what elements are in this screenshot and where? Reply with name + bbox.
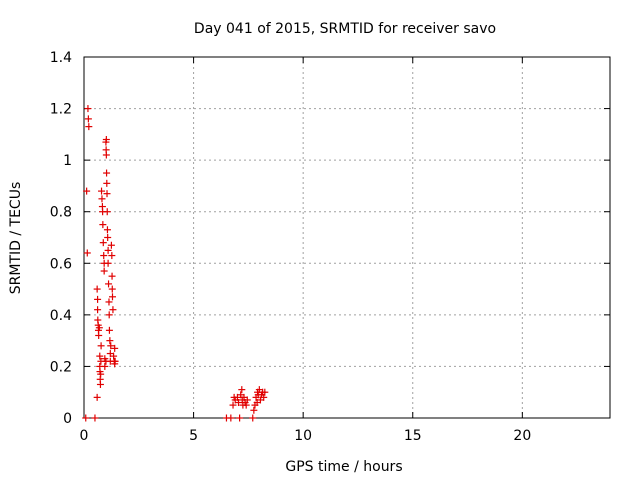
data-point xyxy=(105,326,113,334)
data-point xyxy=(93,393,101,401)
data-point xyxy=(103,169,111,177)
data-point xyxy=(102,136,110,144)
data-point xyxy=(84,105,92,113)
data-point xyxy=(91,414,99,422)
data-point xyxy=(83,249,91,257)
data-points xyxy=(82,105,269,422)
data-point xyxy=(105,298,113,306)
data-point xyxy=(83,187,91,195)
data-point xyxy=(85,123,93,131)
data-point xyxy=(94,295,102,303)
data-point xyxy=(109,306,117,314)
data-point xyxy=(236,414,244,422)
axis-ticks xyxy=(83,56,610,419)
x-tick-label: 20 xyxy=(513,428,531,444)
y-tick-label: 1 xyxy=(63,153,72,169)
data-point xyxy=(260,393,268,401)
data-point xyxy=(110,352,118,360)
x-axis-label: GPS time / hours xyxy=(285,459,402,475)
data-point xyxy=(96,380,104,388)
data-point xyxy=(84,115,92,123)
data-point xyxy=(111,357,119,365)
data-point xyxy=(95,324,103,332)
data-point xyxy=(108,272,116,280)
data-point xyxy=(107,342,115,350)
data-point xyxy=(98,195,106,203)
data-point xyxy=(108,285,116,293)
data-point xyxy=(103,190,111,198)
y-tick-label: 0.8 xyxy=(50,205,72,221)
data-point xyxy=(238,386,246,394)
x-tick-label: 15 xyxy=(404,428,422,444)
data-point xyxy=(102,151,110,159)
data-point xyxy=(108,293,116,301)
data-point xyxy=(103,179,111,187)
y-tick-label: 0 xyxy=(63,411,72,427)
data-point xyxy=(97,342,105,350)
data-point xyxy=(106,337,114,345)
x-tick-label: 10 xyxy=(294,428,312,444)
y-tick-label: 0.6 xyxy=(50,256,72,272)
x-tick-label: 5 xyxy=(189,428,198,444)
data-point xyxy=(105,311,113,319)
data-point xyxy=(104,259,112,267)
data-point xyxy=(261,388,269,396)
data-point xyxy=(227,414,235,422)
data-point xyxy=(100,267,108,275)
data-point xyxy=(235,399,243,407)
data-point xyxy=(249,414,257,422)
x-tick-labels: 0 5 10 15 20 xyxy=(80,428,532,444)
data-point xyxy=(107,241,115,249)
plot-border xyxy=(83,56,611,419)
y-tick-label: 0.2 xyxy=(50,359,72,375)
x-tick-label: 0 xyxy=(80,428,89,444)
data-point xyxy=(250,406,258,414)
data-point xyxy=(104,234,112,241)
data-point xyxy=(96,352,104,360)
data-point xyxy=(95,331,103,339)
y-tick-label: 1.2 xyxy=(50,102,72,118)
data-point xyxy=(100,252,108,260)
data-point xyxy=(99,221,107,229)
grid-lines xyxy=(84,57,610,418)
data-point xyxy=(104,246,112,254)
y-tick-labels: 0 0.2 0.4 0.6 0.8 1 1.2 1.4 xyxy=(50,50,72,427)
chart-title: Day 041 of 2015, SRMTID for receiver sav… xyxy=(194,21,496,37)
data-point xyxy=(103,208,111,216)
y-axis-label: SRMTID / TECUs xyxy=(8,182,24,295)
data-point xyxy=(98,187,106,195)
data-point xyxy=(105,280,113,288)
y-tick-label: 0.4 xyxy=(50,308,72,324)
data-point xyxy=(229,401,237,409)
y-tick-label: 1.4 xyxy=(50,50,72,66)
data-point xyxy=(242,401,250,409)
data-point xyxy=(93,285,101,293)
data-point xyxy=(108,252,116,260)
data-point xyxy=(103,226,111,234)
data-point xyxy=(111,344,119,352)
data-point xyxy=(243,396,251,404)
data-point xyxy=(82,414,90,422)
data-point xyxy=(97,370,105,378)
data-point xyxy=(101,362,109,370)
data-point xyxy=(94,306,102,314)
data-point xyxy=(99,239,107,247)
